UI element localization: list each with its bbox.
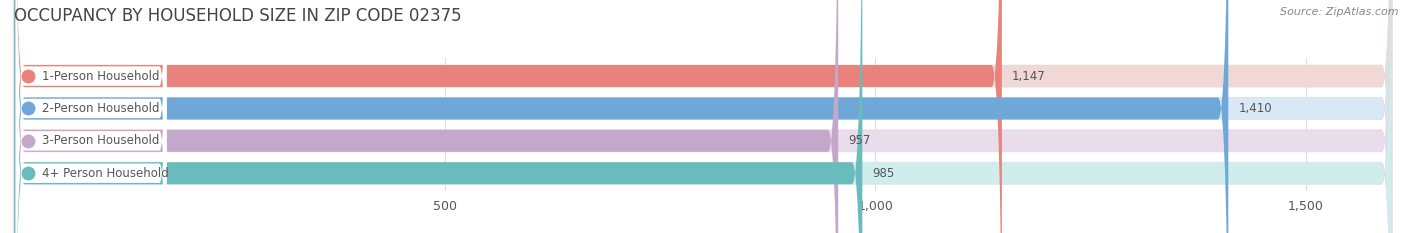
Text: OCCUPANCY BY HOUSEHOLD SIZE IN ZIP CODE 02375: OCCUPANCY BY HOUSEHOLD SIZE IN ZIP CODE … xyxy=(14,7,461,25)
Text: 4+ Person Household: 4+ Person Household xyxy=(42,167,169,180)
Text: 957: 957 xyxy=(849,134,870,147)
FancyBboxPatch shape xyxy=(15,0,166,233)
Text: 1,147: 1,147 xyxy=(1012,70,1046,82)
FancyBboxPatch shape xyxy=(14,0,1392,233)
FancyBboxPatch shape xyxy=(15,0,166,233)
FancyBboxPatch shape xyxy=(14,0,1392,233)
FancyBboxPatch shape xyxy=(14,0,1229,233)
Text: Source: ZipAtlas.com: Source: ZipAtlas.com xyxy=(1281,7,1399,17)
Text: 3-Person Household: 3-Person Household xyxy=(42,134,159,147)
FancyBboxPatch shape xyxy=(14,0,1392,233)
FancyBboxPatch shape xyxy=(14,0,1002,233)
Text: 1,410: 1,410 xyxy=(1239,102,1272,115)
FancyBboxPatch shape xyxy=(14,0,1392,233)
Text: 985: 985 xyxy=(873,167,894,180)
FancyBboxPatch shape xyxy=(14,0,862,233)
Text: 2-Person Household: 2-Person Household xyxy=(42,102,159,115)
FancyBboxPatch shape xyxy=(15,0,166,233)
Text: 1-Person Household: 1-Person Household xyxy=(42,70,159,82)
FancyBboxPatch shape xyxy=(14,0,838,233)
FancyBboxPatch shape xyxy=(15,0,166,233)
